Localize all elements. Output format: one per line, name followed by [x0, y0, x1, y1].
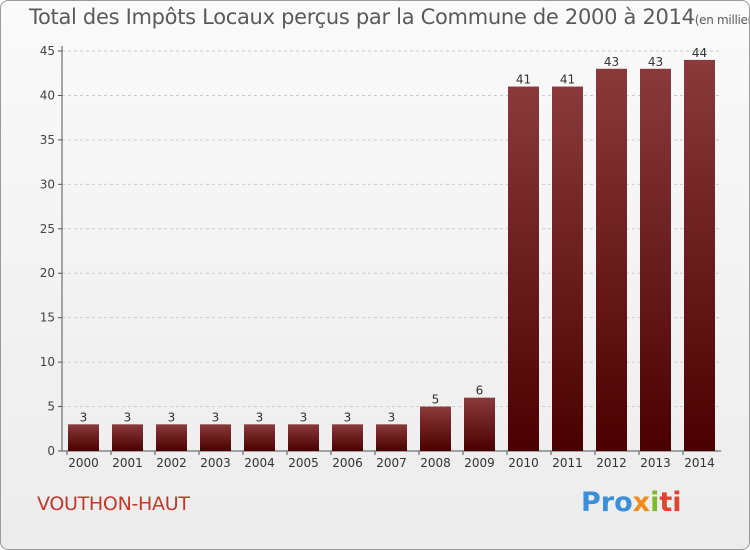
bar: [596, 68, 627, 452]
bar: [332, 424, 363, 451]
x-tick-label: 2009: [464, 456, 495, 470]
bar-value-label: 3: [344, 410, 352, 424]
x-tick-label: 2010: [508, 456, 539, 470]
x-tick-label: 2003: [200, 456, 231, 470]
bar-value-label: 5: [432, 393, 440, 407]
bar: [244, 424, 275, 451]
bar: [112, 424, 143, 451]
bar-value-label: 3: [124, 410, 132, 424]
logo-part-4: ti: [659, 487, 682, 518]
labels: 0510152025303540453200032001320023200332…: [40, 44, 715, 470]
x-tick-label: 2012: [596, 456, 627, 470]
bar-value-label: 41: [560, 73, 575, 87]
grid-lines: [62, 50, 721, 408]
bar: [684, 59, 715, 452]
bar-value-label: 43: [648, 55, 663, 69]
chart-title: Total des Impôts Locaux perçus par la Co…: [29, 5, 749, 29]
bar-value-label: 3: [256, 410, 264, 424]
bar: [68, 424, 99, 451]
x-tick-label: 2005: [288, 456, 319, 470]
x-tick-label: 2008: [420, 456, 451, 470]
y-tick-label: 35: [40, 133, 55, 147]
bar-value-label: 3: [212, 410, 220, 424]
y-tick-label: 25: [40, 222, 55, 236]
bar: [200, 424, 231, 451]
y-tick-label: 30: [40, 177, 55, 191]
bar-value-label: 41: [516, 73, 531, 87]
x-tick-label: 2006: [332, 456, 363, 470]
bar: [552, 86, 583, 452]
bar-value-label: 43: [604, 55, 619, 69]
x-tick-label: 2011: [552, 456, 583, 470]
bar-value-label: 44: [692, 46, 707, 60]
x-tick-label: 2002: [156, 456, 187, 470]
x-tick-label: 2000: [68, 456, 99, 470]
bar: [420, 406, 451, 451]
bar-value-label: 3: [388, 410, 396, 424]
bar: [508, 86, 539, 452]
x-tick-label: 2014: [684, 456, 715, 470]
bars: [68, 59, 715, 452]
bar: [288, 424, 319, 451]
y-tick-label: 10: [40, 355, 55, 369]
x-tick-label: 2013: [640, 456, 671, 470]
y-tick-label: 5: [47, 400, 55, 414]
logo-part-3: i: [650, 487, 660, 518]
commune-name: VOUTHON-HAUT: [37, 493, 190, 515]
bar: [464, 397, 495, 451]
y-tick-label: 45: [40, 44, 55, 58]
bar-value-label: 3: [80, 410, 88, 424]
x-tick-label: 2007: [376, 456, 407, 470]
bar: [376, 424, 407, 451]
bar: [156, 424, 187, 451]
chart-title-unit: (en milliers d'€): [694, 13, 749, 27]
chart-title-main: Total des Impôts Locaux perçus par la Co…: [29, 5, 695, 29]
proxiti-logo[interactable]: Proxiti: [581, 487, 682, 518]
bar-value-label: 3: [168, 410, 176, 424]
y-tick-label: 15: [40, 311, 55, 325]
logo-part-2: x: [632, 487, 651, 518]
logo-part-1: Pro: [581, 487, 633, 518]
x-tick-label: 2001: [112, 456, 143, 470]
bar: [640, 68, 671, 452]
bar-value-label: 3: [300, 410, 308, 424]
x-tick-label: 2004: [244, 456, 275, 470]
y-tick-label: 0: [47, 444, 55, 458]
y-tick-label: 40: [40, 88, 55, 102]
bar-value-label: 6: [476, 384, 484, 398]
y-tick-label: 20: [40, 266, 55, 280]
